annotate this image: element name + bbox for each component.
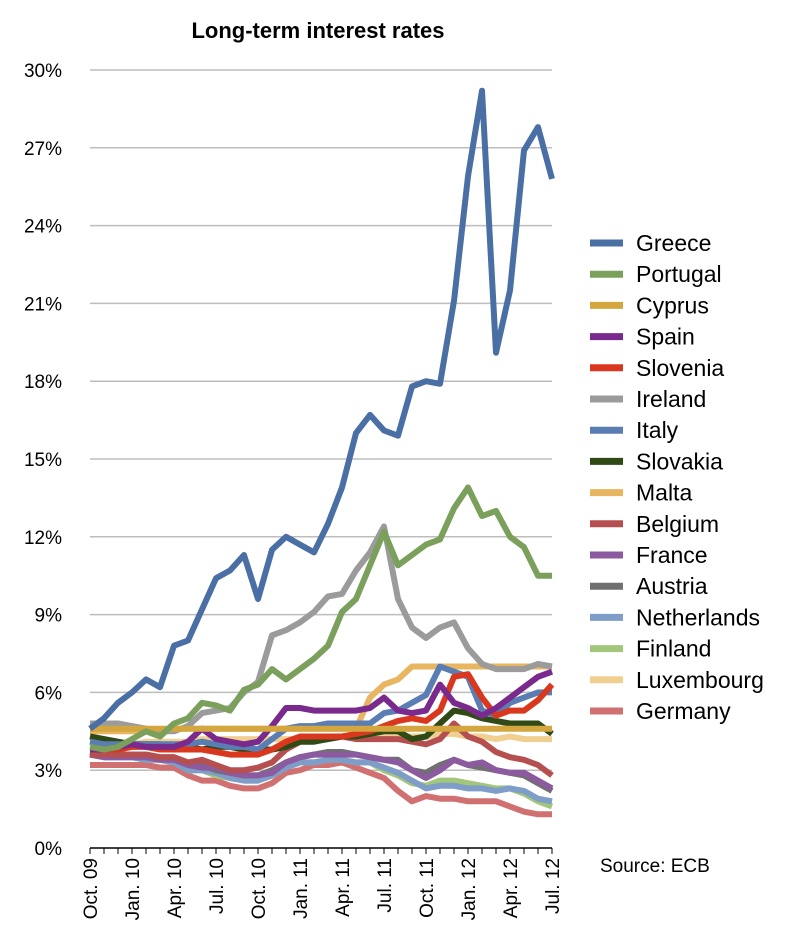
y-axis-ticks: 0% 3% 6% 9% 12% 15% 18% 21% 24% 27% 30% xyxy=(24,61,62,860)
x-tick-label: Apr. 12 xyxy=(501,858,522,918)
legend-label: Ireland xyxy=(636,386,706,412)
series-line-germany xyxy=(90,759,552,818)
y-tick-label: 18% xyxy=(24,372,62,393)
series-layer xyxy=(88,87,555,818)
legend-label: Luxembourg xyxy=(636,667,764,693)
y-tick-label: 0% xyxy=(35,839,63,860)
legend-label: Finland xyxy=(636,636,711,662)
legend-label: France xyxy=(636,542,708,568)
x-axis-ticks: Oct. 09 Jan. 10 Apr. 10 Jul. 10 Oct. 10 Jan. … xyxy=(81,848,564,920)
x-tick-label: Jan. 12 xyxy=(459,858,480,920)
y-tick-label: 12% xyxy=(24,528,62,549)
source-note: Source: ECB xyxy=(600,856,710,877)
y-tick-label: 15% xyxy=(24,450,62,471)
legend-label: Belgium xyxy=(636,511,719,537)
series-line-portugal xyxy=(89,484,552,753)
legend-label: Spain xyxy=(636,324,695,350)
y-tick-label: 3% xyxy=(35,761,63,782)
x-tick-label: Oct. 11 xyxy=(417,858,438,918)
legend-label: Austria xyxy=(636,573,708,599)
series-line-greece xyxy=(88,87,555,732)
series-line-spain xyxy=(90,668,554,753)
x-tick-label: Oct. 10 xyxy=(249,858,270,919)
legend-label: Germany xyxy=(636,698,731,724)
legend-label: Portugal xyxy=(636,261,722,287)
legend-label: Italy xyxy=(636,417,679,443)
y-tick-label: 24% xyxy=(24,217,62,238)
x-tick-label: Apr. 10 xyxy=(165,858,186,918)
legend-label: Netherlands xyxy=(636,604,760,630)
legend-label: Malta xyxy=(636,480,692,506)
y-tick-label: 21% xyxy=(24,294,62,315)
x-tick-label: Jan. 11 xyxy=(291,858,312,919)
y-tick-label: 9% xyxy=(35,606,63,627)
legend-label: Cyprus xyxy=(636,292,709,318)
chart-title: Long-term interest rates xyxy=(191,18,444,43)
x-tick-label: Jan. 10 xyxy=(123,858,144,920)
legend-label: Slovakia xyxy=(636,448,723,474)
x-tick-label: Jul. 12 xyxy=(543,858,564,914)
legend-label: Greece xyxy=(636,230,711,256)
legend: Greece Portugal Cyprus Spain Slovenia Ireland… xyxy=(590,230,764,724)
y-tick-label: 30% xyxy=(24,61,62,82)
y-tick-label: 27% xyxy=(24,139,62,160)
x-tick-label: Jul. 11 xyxy=(375,858,396,913)
x-tick-label: Apr. 11 xyxy=(333,858,354,917)
y-tick-label: 6% xyxy=(35,683,63,704)
x-tick-label: Oct. 09 xyxy=(81,858,102,919)
x-tick-label: Jul. 10 xyxy=(207,858,228,914)
legend-label: Slovenia xyxy=(636,355,724,381)
